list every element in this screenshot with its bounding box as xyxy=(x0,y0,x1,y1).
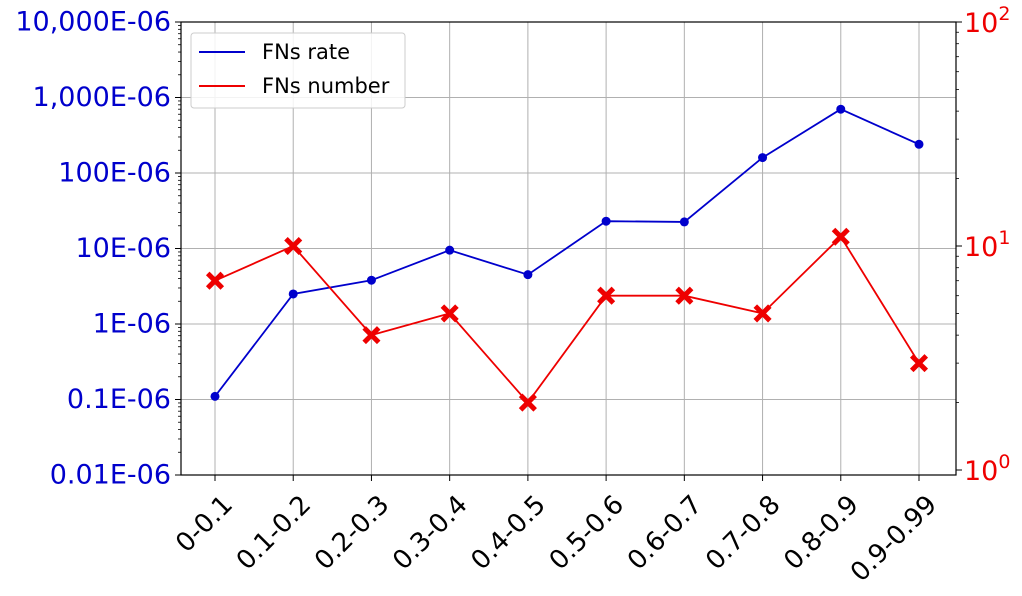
x-marker xyxy=(284,236,303,256)
left-tick-label: 0.1E-06 xyxy=(67,384,171,415)
x-marker xyxy=(753,304,772,323)
x-marker xyxy=(597,286,616,305)
series-line-fns-rate xyxy=(214,108,920,397)
right-tick-base: 10 xyxy=(964,232,998,263)
right-tick-base: 10 xyxy=(964,8,998,39)
x-marker xyxy=(518,393,537,412)
point-fns-rate xyxy=(758,153,768,163)
point-fns-number xyxy=(831,227,850,246)
point-fns-number xyxy=(597,286,616,305)
point-fns-rate xyxy=(679,217,689,227)
right-tick-label: 100 xyxy=(964,451,1010,487)
x-tick-label: 0.4-0.5 xyxy=(466,490,552,576)
left-tick-label: 10E-06 xyxy=(75,233,171,264)
x-axis: 0-0.10.1-0.20.2-0.30.3-0.40.4-0.50.5-0.6… xyxy=(170,475,943,588)
left-tick-label: 100E-06 xyxy=(58,158,171,189)
x-marker xyxy=(909,354,929,373)
point-fns-rate xyxy=(601,216,611,226)
legend: FNs rate FNs number xyxy=(190,32,406,109)
point-fns-number xyxy=(753,304,772,323)
point-fns-rate xyxy=(914,139,924,149)
x-tick-label: 0.7-0.8 xyxy=(700,490,786,576)
series-line-fns-number xyxy=(214,235,920,405)
left-tick-label: 0.01E-06 xyxy=(50,460,171,491)
right-tick-label: 101 xyxy=(964,227,1010,263)
x-tick-label: 0.2-0.3 xyxy=(309,490,395,576)
point-fns-rate xyxy=(366,275,376,285)
right-tick-exponent: 0 xyxy=(998,451,1010,473)
point-fns-rate xyxy=(836,104,846,114)
x-marker xyxy=(362,326,381,345)
series-layer xyxy=(205,104,929,412)
x-tick-label: 0.9-0.99 xyxy=(845,490,943,588)
right-tick-exponent: 1 xyxy=(998,227,1010,249)
point-fns-rate xyxy=(445,245,455,255)
left-tick-label: 1E-06 xyxy=(93,309,171,340)
point-fns-number xyxy=(205,271,225,290)
point-fns-number xyxy=(909,354,929,373)
legend-label: FNs number xyxy=(262,74,390,98)
point-fns-number xyxy=(675,286,694,305)
point-fns-rate xyxy=(288,289,298,299)
point-fns-number xyxy=(518,393,537,412)
grid xyxy=(181,22,956,475)
left-axis: 0.01E-06 0.1E-06 1E-06 10E-06 100E-06 1,000E-… xyxy=(15,7,181,491)
point-fns-rate xyxy=(210,391,220,401)
x-marker xyxy=(440,304,459,323)
x-marker xyxy=(675,286,694,305)
right-tick-exponent: 2 xyxy=(998,3,1010,25)
right-tick-label: 102 xyxy=(964,3,1010,39)
left-tick-label: 10,000E-06 xyxy=(15,7,171,38)
point-fns-rate xyxy=(523,270,533,280)
point-fns-number xyxy=(284,236,303,256)
point-fns-number xyxy=(440,304,459,323)
right-tick-base: 10 xyxy=(964,456,998,487)
x-marker xyxy=(831,227,850,246)
x-tick-label: 0.1-0.2 xyxy=(231,490,317,576)
x-tick-label: 0.5-0.6 xyxy=(544,490,630,576)
x-tick-label: 0.3-0.4 xyxy=(387,490,473,576)
x-tick-label: 0-0.1 xyxy=(170,490,239,559)
x-marker xyxy=(205,271,225,290)
legend-label: FNs rate xyxy=(262,40,350,64)
left-tick-label: 1,000E-06 xyxy=(33,82,171,113)
point-fns-number xyxy=(362,326,381,345)
x-tick-label: 0.6-0.7 xyxy=(622,490,708,576)
